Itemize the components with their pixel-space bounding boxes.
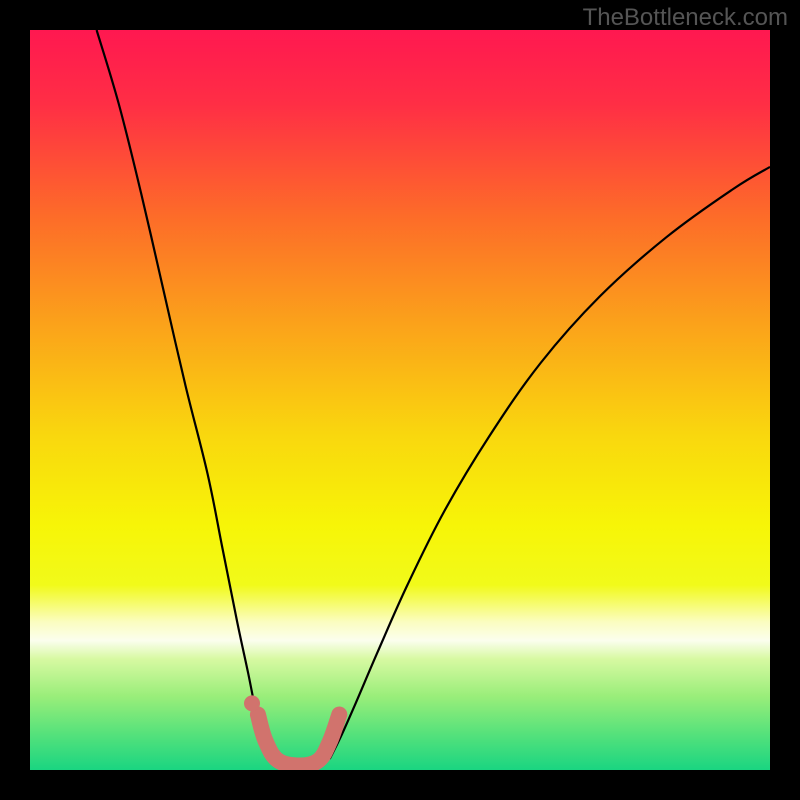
watermark-text: TheBottleneck.com (583, 4, 788, 32)
plot-area (30, 30, 770, 770)
bottleneck-highlight-dot (244, 695, 260, 711)
curves-layer (30, 30, 770, 770)
bottleneck-highlight-u (258, 715, 339, 766)
curve-left (97, 30, 271, 759)
curve-right (330, 167, 770, 759)
